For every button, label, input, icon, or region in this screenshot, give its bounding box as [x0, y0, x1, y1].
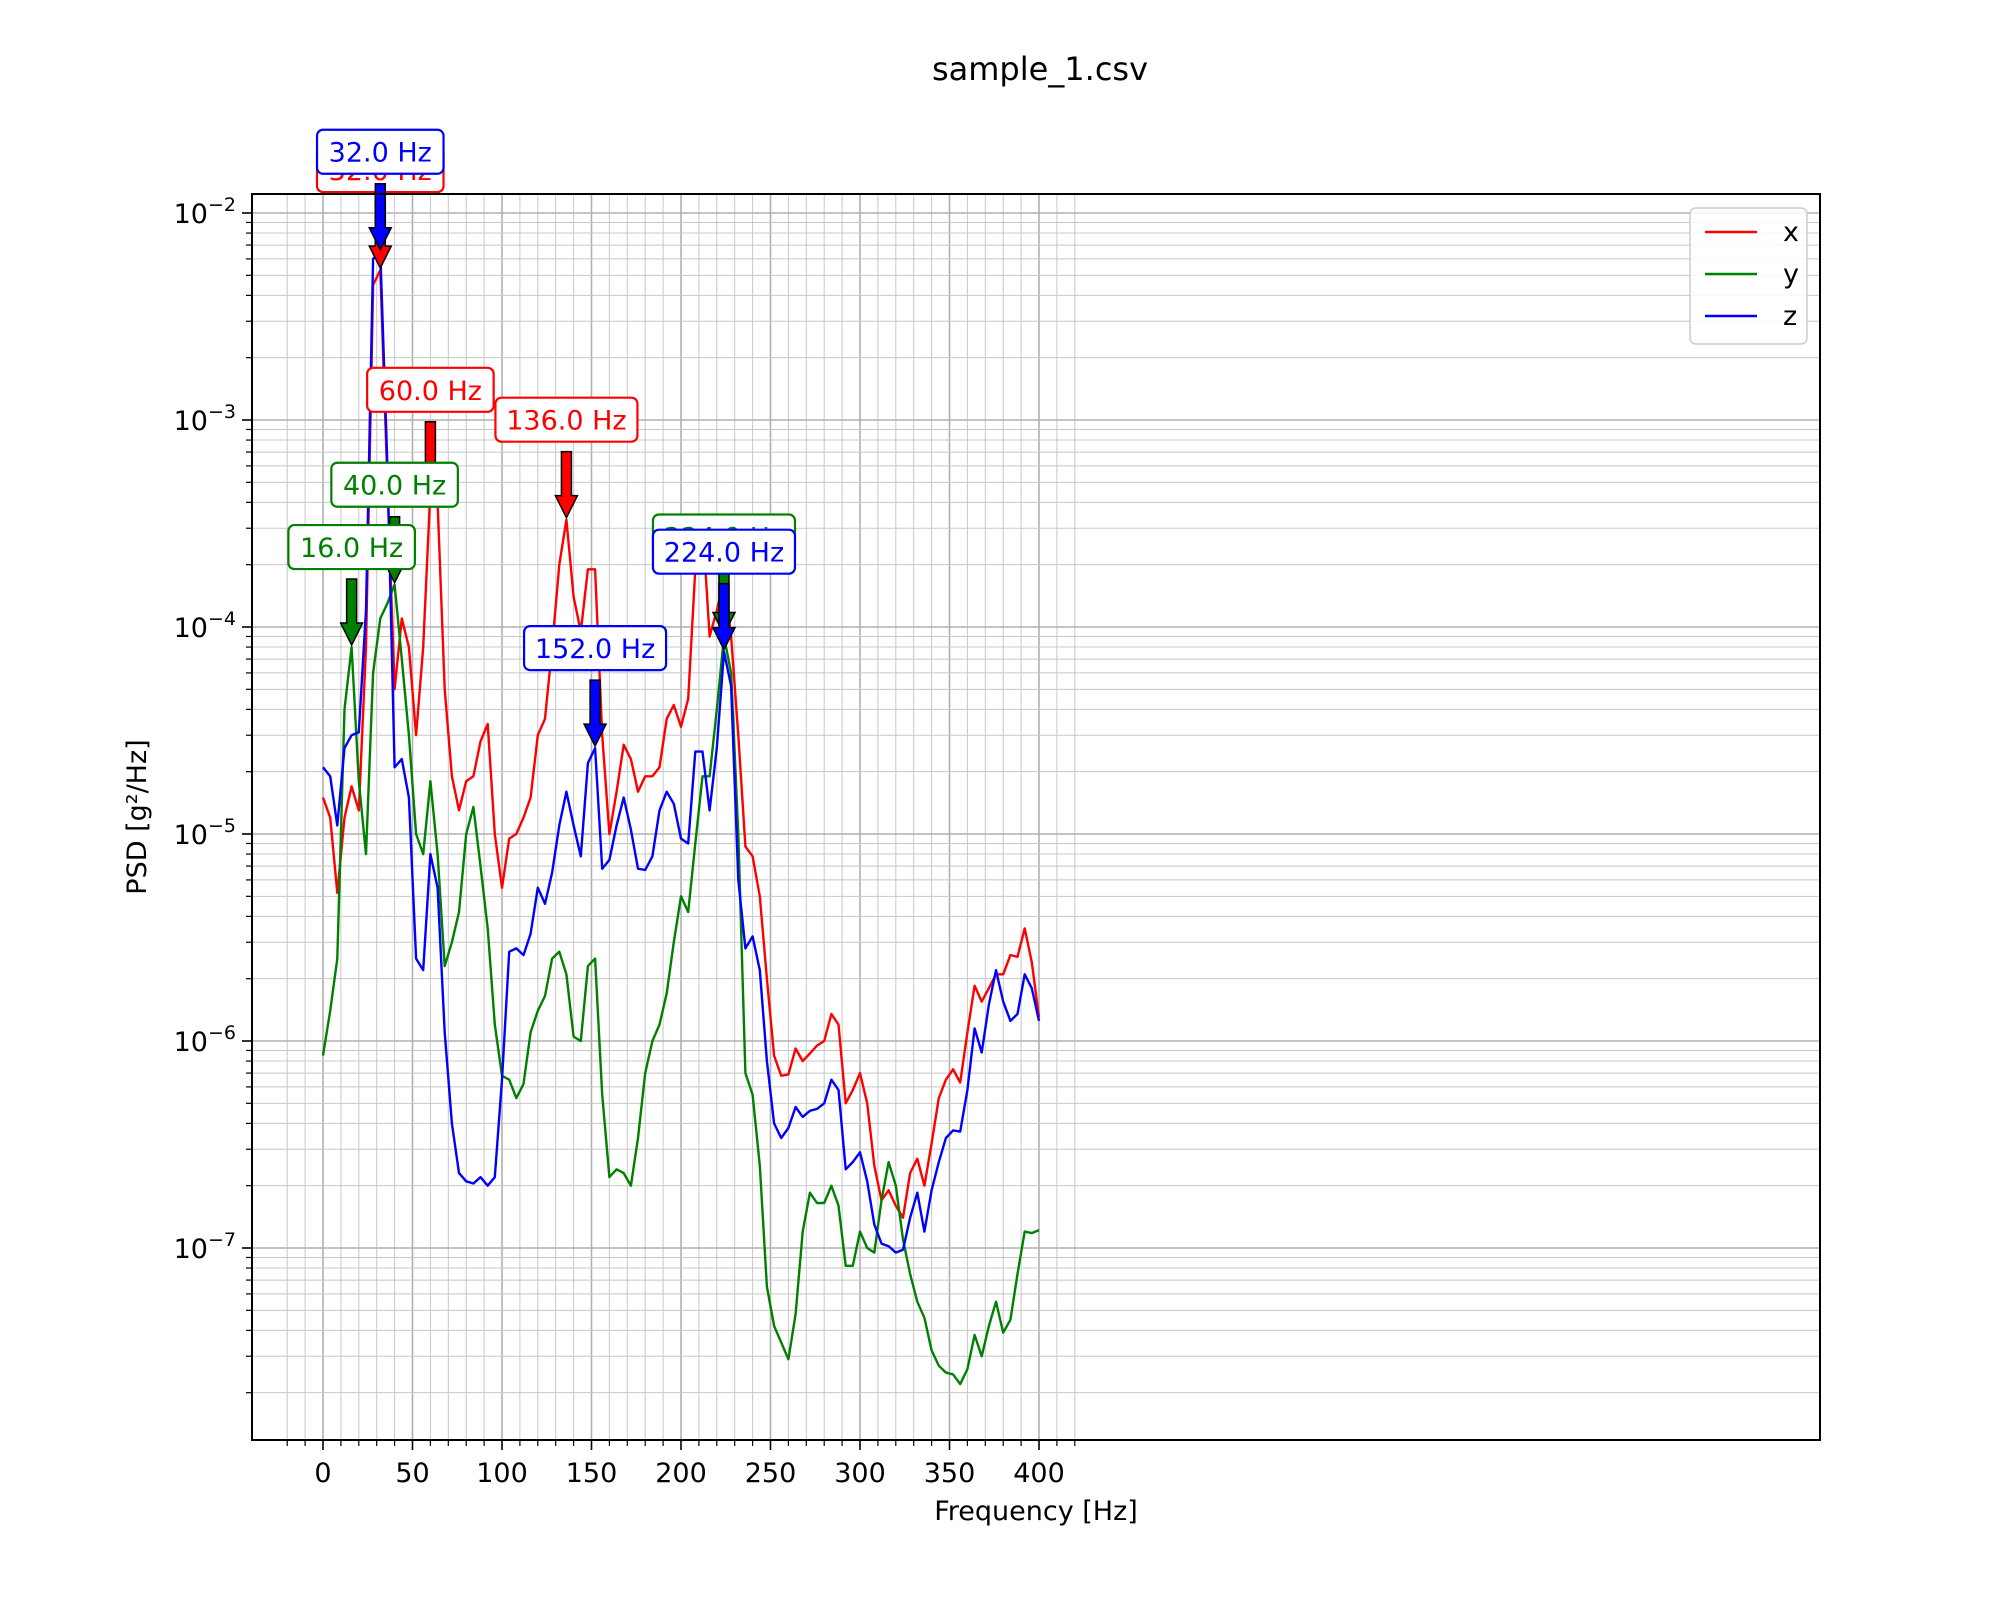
x-tick-label: 400: [1013, 1458, 1065, 1489]
peak-arrow: [368, 182, 393, 252]
series-line-z: [322, 250, 1041, 1254]
x-tick-label: 100: [476, 1458, 528, 1489]
peak-label-box: [330, 461, 459, 508]
legend-label-z: z: [1783, 301, 1797, 332]
peak-label-box: [287, 523, 416, 571]
peak-arrow: [582, 679, 608, 748]
peak-arrow: [339, 578, 364, 647]
peak-annotation: 136.0 Hz: [494, 396, 639, 520]
y-tick-label: 10−3: [174, 401, 236, 437]
peak-label: 16.0 Hz: [300, 533, 403, 564]
peak-label-box: [651, 528, 797, 575]
peak-label: 60.0 Hz: [379, 376, 482, 407]
legend-label-x: x: [1783, 217, 1799, 248]
x-tick-label: 150: [566, 1458, 618, 1489]
peak-label: 32.0 Hz: [329, 138, 432, 169]
y-tick-label: 10−6: [174, 1022, 236, 1058]
y-tick-label: 10−2: [174, 194, 236, 230]
x-axis-label: Frequency [Hz]: [934, 1496, 1138, 1527]
peak-label-box: [522, 625, 668, 672]
x-tick-label: 300: [834, 1458, 886, 1489]
y-axis-label: PSD [g²/Hz]: [122, 739, 153, 894]
legend-box: [1689, 207, 1808, 345]
series-lines: [321, 250, 1041, 1386]
peak-label: 224.0 Hz: [664, 538, 784, 569]
peak-label-box: [366, 366, 495, 413]
x-axis: 0 50 100 150 200 250 300 350 400: [286, 1440, 1076, 1489]
series-line-x: [321, 268, 1041, 1220]
x-tick-label: 200: [655, 1458, 707, 1489]
legend-label-y: y: [1783, 259, 1799, 290]
peak-annotation: 60.0 Hz: [366, 366, 495, 490]
plot-frame: [251, 193, 1821, 1441]
peak-annotation: 16.0 Hz: [287, 523, 416, 647]
chart-title: sample_1.csv: [932, 50, 1148, 88]
peak-label-box: [494, 396, 639, 443]
x-tick-label: 350: [924, 1458, 976, 1489]
y-tick-label: 10−4: [174, 608, 236, 644]
peak-annotation: 152.0 Hz: [522, 625, 668, 748]
y-tick-label: 10−5: [174, 815, 236, 851]
y-axis: 10−2 10−3 10−4 10−5 10−6 10−7: [174, 194, 252, 1394]
peak-annotation: 224.0 Hz: [651, 528, 797, 652]
x-tick-label: 250: [745, 1458, 797, 1489]
peak-arrow: [711, 582, 737, 652]
peak-annotation: 32.0 Hz: [315, 128, 445, 252]
peak-label: 152.0 Hz: [535, 634, 655, 665]
peak-arrow: [554, 450, 579, 520]
legend: xyz: [1689, 207, 1808, 345]
y-tick-label: 10−7: [174, 1229, 236, 1265]
series-line-y: [321, 583, 1040, 1386]
x-tick-label: 50: [395, 1458, 429, 1489]
peak-label: 136.0 Hz: [506, 406, 626, 437]
peak-label-box: [315, 128, 445, 175]
peak-label: 40.0 Hz: [343, 471, 446, 502]
x-tick-label: 0: [314, 1458, 331, 1489]
